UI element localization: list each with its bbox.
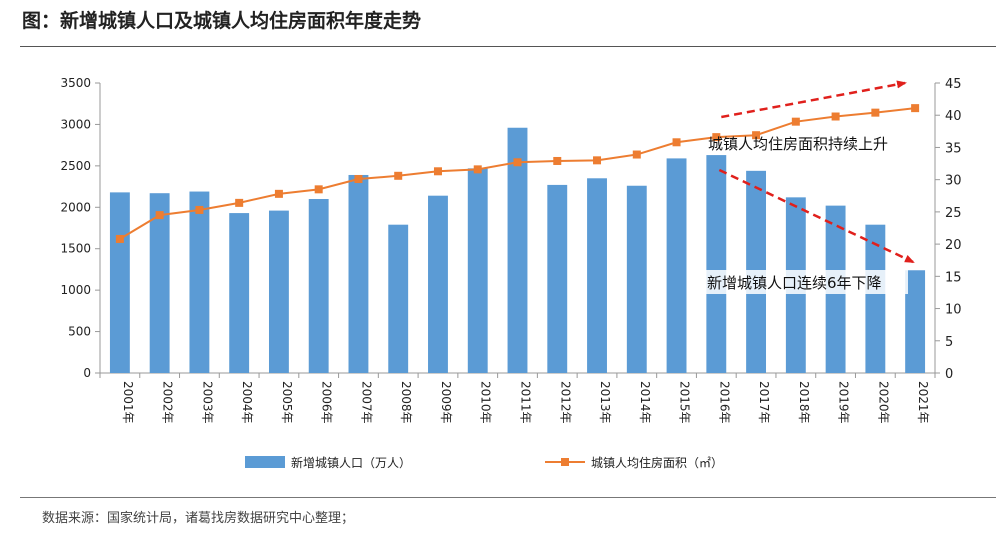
bar [109, 192, 130, 373]
line-point [712, 133, 721, 142]
line-point [314, 185, 323, 194]
left-tick-label: 1500 [60, 242, 91, 256]
figure-title: 图：新增城镇人口及城镇人均住房面积年度走势 [22, 10, 422, 32]
source-divider [20, 497, 996, 498]
x-tick-label: 2017年 [757, 381, 771, 424]
legend-group: 新增城镇人口（万人） 城镇人均住房面积（㎡） [245, 455, 723, 470]
line-point [274, 189, 283, 198]
left-tick-label: 3000 [60, 117, 91, 131]
left-tick-label: 2000 [60, 200, 91, 214]
bar [587, 178, 607, 373]
left-tick-label: 2500 [60, 159, 91, 173]
bar [507, 127, 528, 373]
rising-annotation: 城镇人均住房面积持续上升 [708, 135, 888, 153]
x-tick-label: 2018年 [797, 381, 811, 424]
left-tick-label: 500 [68, 325, 91, 339]
line-point [911, 104, 920, 113]
right-tick-label: 20 [945, 238, 962, 253]
left-tick-label: 0 [83, 366, 91, 380]
bar [706, 155, 727, 373]
left-tick-label: 3500 [60, 76, 91, 90]
x-tick-label: 2004年 [240, 381, 254, 424]
line-point [433, 167, 442, 176]
x-tick-label: 2003年 [200, 381, 214, 424]
legend-bar-label: 新增城镇人口（万人） [291, 455, 411, 470]
line-point [752, 131, 761, 140]
line-point [394, 171, 403, 180]
legend-bar-swatch [245, 456, 285, 468]
right-tick-label: 25 [945, 206, 962, 221]
bar [268, 210, 289, 373]
right-tick-label: 10 [945, 303, 962, 318]
right-tick-label: 5 [945, 335, 953, 350]
bar [149, 193, 170, 373]
line-point [155, 211, 164, 220]
bar [388, 224, 409, 373]
line-point [672, 138, 681, 147]
x-tick-label: 2013年 [598, 381, 612, 424]
bar [308, 199, 329, 373]
x-tick-label: 2012年 [558, 381, 572, 424]
x-tick-label: 2008年 [399, 381, 413, 424]
bar [905, 270, 926, 373]
x-tick-label: 2014年 [638, 381, 652, 424]
right-tick-label: 15 [945, 270, 962, 285]
line-group [115, 104, 920, 243]
falling-annotation-backdrop [704, 270, 908, 294]
falling-trend-arrow [718, 168, 915, 264]
bar [229, 213, 250, 373]
x-tick-label: 2021年 [916, 381, 930, 424]
line-point [632, 150, 641, 159]
source-note: 数据来源：国家统计局，诸葛找房数据研究中心整理； [42, 511, 355, 526]
x-tick-label: 2002年 [161, 381, 175, 424]
x-tick-label: 2010年 [479, 381, 493, 424]
line-point [195, 205, 204, 214]
x-tick-label: 2005年 [280, 381, 294, 424]
bar [428, 195, 448, 373]
line-point [593, 156, 602, 165]
legend-line-marker [561, 458, 569, 466]
bar [865, 224, 886, 373]
bar [348, 174, 369, 373]
line-point [473, 165, 482, 174]
bar [626, 185, 647, 373]
line-point [354, 175, 363, 184]
legend-line-label: 城镇人均住房面积（㎡） [591, 455, 723, 470]
x-tick-label: 2016年 [717, 381, 731, 424]
right-tick-label: 0 [945, 367, 953, 382]
line-point [235, 198, 244, 207]
axes-group: 0 500 1000 1500 2000 2500 3000 3500 0 5 10 15 20 25 30… [60, 76, 961, 424]
line-point [513, 158, 522, 167]
x-tick-label: 2020年 [876, 381, 890, 424]
line-point [791, 117, 800, 126]
x-tick-label: 2019年 [837, 381, 851, 424]
x-tick-label: 2011年 [519, 381, 533, 424]
bar [666, 158, 687, 373]
line-point [871, 108, 880, 117]
x-tick-label: 2009年 [439, 381, 453, 424]
line-point [115, 234, 124, 243]
x-tick-label: 2007年 [359, 381, 373, 424]
bar [467, 168, 488, 373]
falling-annotation: 新增城镇人口连续6年下降 [707, 274, 882, 292]
bars-group [109, 127, 926, 373]
x-tick-label: 2001年 [121, 381, 135, 424]
right-tick-label: 40 [945, 109, 962, 124]
right-tick-label: 45 [945, 77, 962, 92]
rising-trend-arrow [721, 80, 907, 119]
x-tick-label: 2006年 [320, 381, 334, 424]
line-point [553, 156, 562, 165]
line-point [831, 112, 840, 121]
right-tick-label: 30 [945, 174, 962, 189]
bar [547, 184, 568, 373]
bar [189, 191, 210, 373]
x-tick-label: 2015年 [678, 381, 692, 424]
right-tick-label: 35 [945, 141, 962, 156]
title-divider [20, 46, 996, 47]
left-tick-label: 1000 [60, 283, 91, 297]
